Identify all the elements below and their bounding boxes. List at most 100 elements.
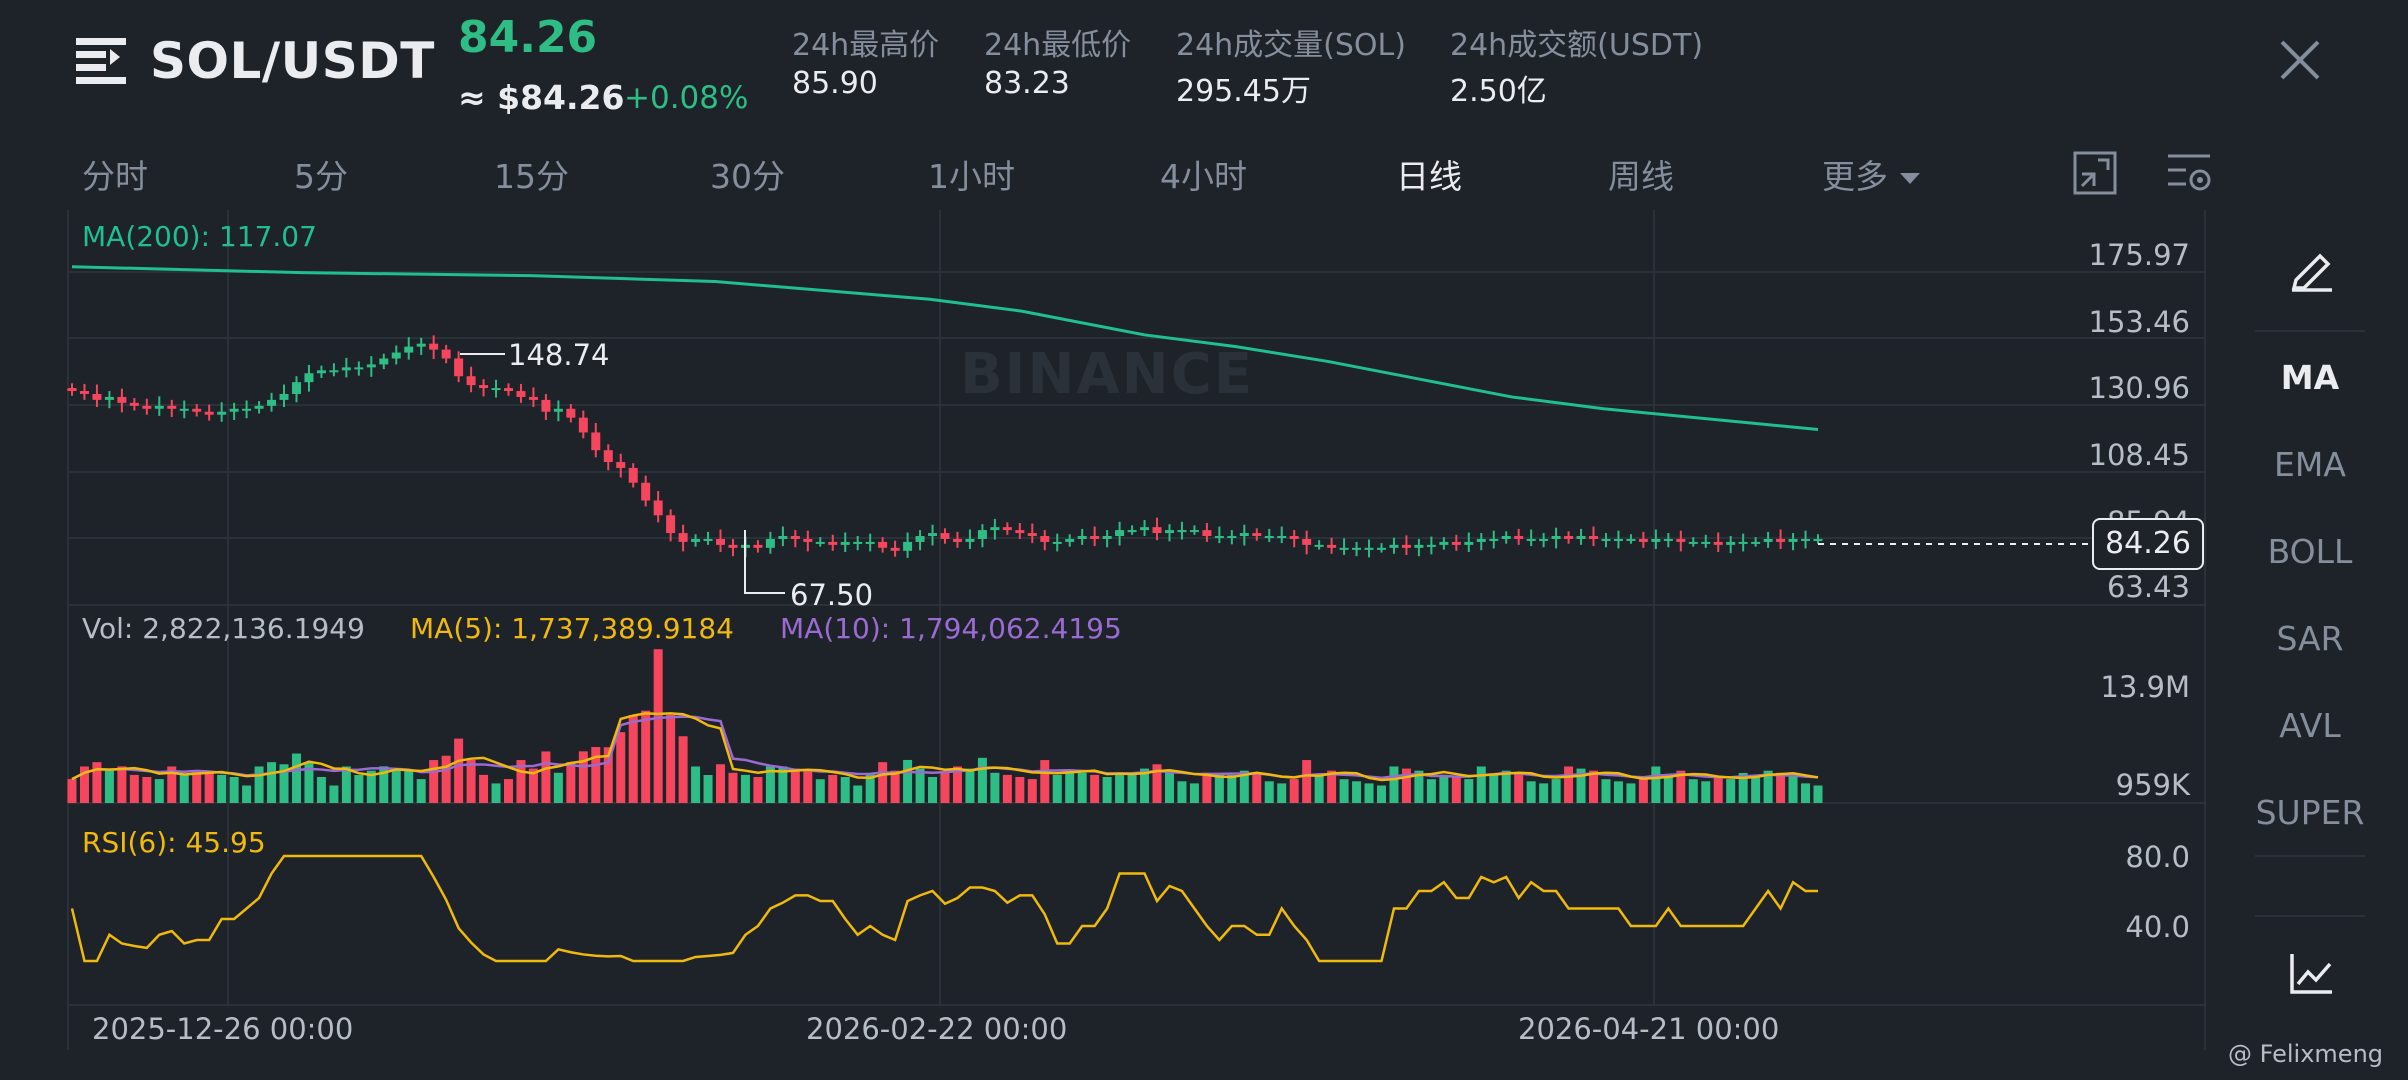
candle-body [1314, 544, 1324, 547]
chart-settings-icon[interactable] [2166, 150, 2212, 196]
pair-title[interactable]: SOL/USDT [150, 32, 435, 90]
candle-body [379, 358, 389, 365]
candle-body [1289, 536, 1299, 539]
candle-body [104, 396, 114, 400]
candle-body [1377, 547, 1386, 550]
candle-body [192, 408, 202, 412]
stat-turnover-value: 2.50亿 [1450, 74, 1547, 109]
volume-bar [653, 649, 663, 803]
tab-5m[interactable]: 5分 [294, 157, 348, 196]
candle-body [466, 376, 476, 386]
indicator-sar[interactable]: SAR [2276, 619, 2344, 658]
ma200-label: MA(200): 117.07 [82, 220, 317, 253]
volume-bar [1763, 770, 1773, 803]
tab-more[interactable]: 更多 [1822, 150, 1920, 198]
tab-time-sharing[interactable]: 分时 [82, 157, 148, 196]
volume-bar [1040, 760, 1050, 803]
tab-1h[interactable]: 1小时 [928, 157, 1015, 196]
tab-4h[interactable]: 4小时 [1160, 157, 1247, 196]
candle-body [1701, 541, 1711, 544]
volume-bar [1489, 775, 1499, 803]
candle-body [1564, 536, 1574, 539]
candle-body [641, 482, 651, 501]
candle-body [1077, 536, 1087, 539]
candle-body [1776, 538, 1786, 542]
volume-bar [129, 774, 139, 803]
volume-bar [1314, 775, 1324, 803]
candle-body [316, 370, 326, 374]
volume-bar [828, 774, 838, 803]
candle-body [952, 538, 962, 542]
volume-bar [803, 770, 813, 803]
candle-body [391, 352, 401, 359]
volume-bar [341, 766, 351, 803]
volume-bar [1663, 775, 1673, 803]
candle-body [217, 411, 227, 415]
candle-body [1626, 538, 1636, 541]
volume-bar [1002, 774, 1012, 803]
candle-body [454, 358, 464, 377]
volume-ma5-label: MA(5): 1,737,389.9184 [410, 612, 734, 645]
volume-bar [429, 760, 439, 803]
candle-body [1327, 544, 1337, 548]
tab-daily[interactable]: 日线 [1396, 157, 1462, 196]
candle-body [1002, 527, 1012, 531]
candle-body [928, 533, 938, 537]
volume-bar [1202, 772, 1212, 803]
candle-body [341, 367, 351, 371]
volume-bar [1451, 776, 1461, 803]
volume-bar [628, 715, 638, 803]
volume-bar [1152, 764, 1162, 803]
candle-body [678, 533, 688, 542]
ma200-line [71, 265, 1819, 431]
volume-bar [1289, 779, 1299, 803]
indicator-avl[interactable]: AVL [2279, 706, 2341, 745]
tab-weekly[interactable]: 周线 [1608, 157, 1674, 196]
candle-body [1439, 541, 1449, 545]
volume-bar [691, 766, 701, 803]
volume-bar [815, 779, 825, 803]
username-watermark: @ Felixmeng [2228, 1040, 2384, 1068]
volume-bar [291, 753, 301, 803]
indicator-boll[interactable]: BOLL [2267, 532, 2353, 571]
volume-bar [1377, 785, 1386, 803]
tab-15m[interactable]: 15分 [494, 157, 569, 196]
close-icon[interactable] [2278, 38, 2322, 82]
candle-body [940, 533, 950, 539]
usd-price: ≈ $84.26 [458, 78, 625, 117]
volume-bar [416, 779, 426, 803]
indicator-super[interactable]: SUPER [2255, 793, 2365, 832]
volume-bar [1713, 776, 1723, 803]
candle-body [915, 536, 925, 542]
candle-body [1214, 536, 1224, 539]
volume-bar [204, 772, 214, 803]
side-divider [2255, 330, 2365, 332]
candle-body [1052, 541, 1062, 544]
pencil-icon[interactable] [2290, 246, 2334, 292]
indicator-chart-icon[interactable] [2288, 950, 2334, 996]
volume-bar [1339, 779, 1349, 803]
candle-body [765, 538, 775, 548]
volume-bar [1227, 775, 1237, 803]
menu-icon[interactable] [76, 38, 126, 84]
volume-bar [1726, 779, 1736, 803]
tab-30m[interactable]: 30分 [710, 157, 785, 196]
volume-bar [142, 776, 152, 803]
candle-body [1202, 530, 1212, 537]
fullscreen-exit-icon[interactable] [2072, 150, 2118, 196]
volume-bar [1065, 770, 1075, 803]
candle-body [815, 541, 825, 544]
volume-bar [1426, 779, 1436, 803]
indicator-ema[interactable]: EMA [2274, 445, 2346, 484]
candle-body [366, 364, 376, 368]
candle-body [329, 370, 339, 373]
volume-ma10-label: MA(10): 1,794,062.4195 [780, 612, 1122, 645]
volume-bar [92, 762, 102, 803]
volume-bar [1526, 781, 1536, 803]
candle-body [1227, 536, 1237, 539]
volume-bar [366, 770, 376, 803]
indicator-ma[interactable]: MA [2280, 358, 2340, 397]
candle-body [1065, 538, 1075, 542]
volume-bar [790, 768, 800, 803]
